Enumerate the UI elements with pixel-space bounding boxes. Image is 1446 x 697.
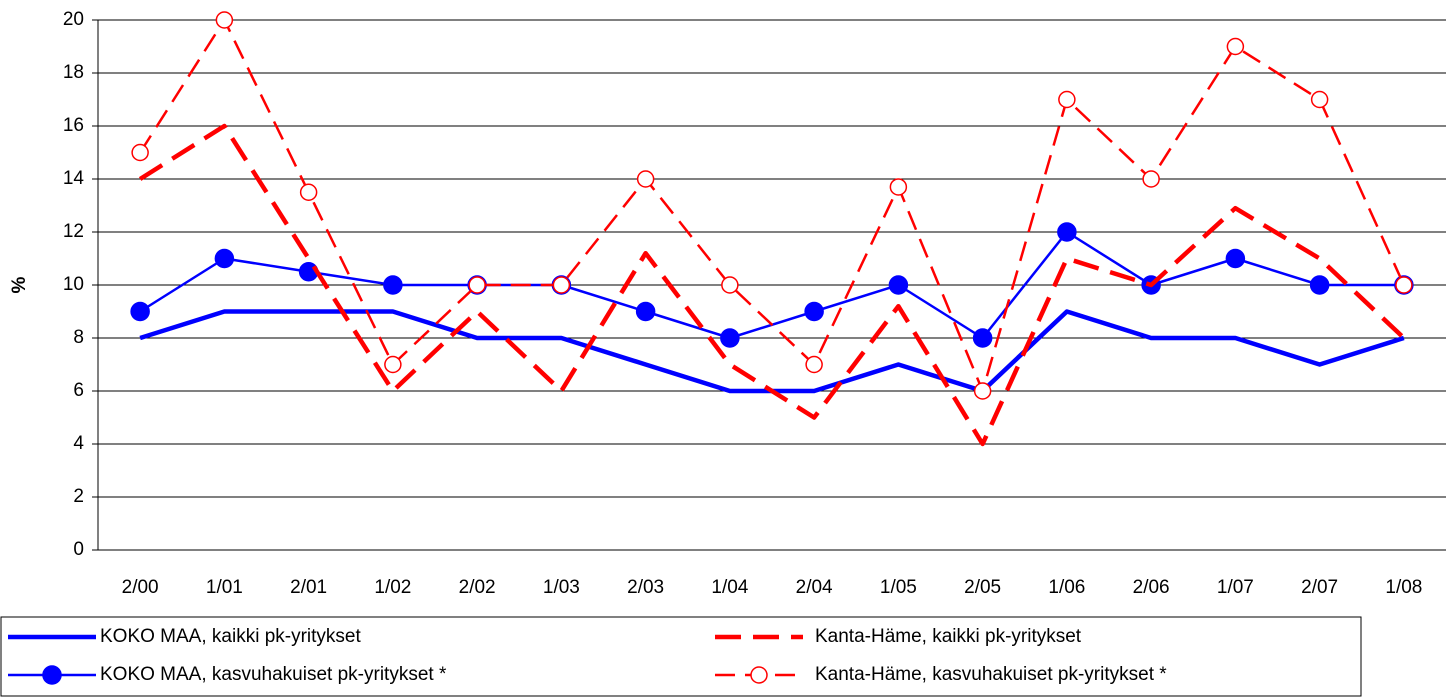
marker [888, 275, 909, 295]
y-tick-label: 4 [73, 433, 84, 454]
x-tick-label: 2/04 [796, 577, 833, 598]
marker [1057, 222, 1077, 242]
x-tick-label: 2/07 [1301, 577, 1338, 598]
marker [973, 382, 992, 400]
y-tick-label: 0 [73, 539, 84, 560]
x-tick-label: 2/02 [459, 577, 496, 598]
marker [299, 183, 318, 201]
x-tick-label: 1/02 [374, 577, 411, 598]
legend-label: KOKO MAA, kaikki pk-yritykset [100, 626, 361, 647]
x-tick-label: 2/01 [290, 577, 327, 598]
marker [1142, 170, 1160, 188]
marker [131, 143, 149, 162]
x-tick-label: 1/04 [711, 577, 748, 598]
x-tick-label: 1/08 [1385, 577, 1422, 598]
marker [635, 301, 656, 322]
marker [720, 328, 740, 348]
marker [804, 301, 824, 322]
y-tick-label: 8 [73, 327, 84, 348]
legend [0, 616, 1362, 697]
marker [1225, 248, 1246, 269]
y-tick-label: 10 [63, 274, 84, 295]
marker [130, 301, 150, 322]
x-tick-label: 2/03 [627, 577, 664, 598]
y-axis-label: % [9, 276, 30, 293]
marker [972, 328, 993, 348]
line [138, 123, 1406, 447]
y-tick-label: 12 [63, 221, 84, 242]
line [139, 18, 1406, 393]
legend-marker [750, 666, 768, 684]
marker [215, 11, 234, 29]
y-tick-label: 16 [63, 115, 84, 136]
marker [889, 178, 908, 196]
marker [805, 355, 823, 374]
x-tick-label: 1/07 [1217, 577, 1254, 598]
y-tick-label: 18 [63, 62, 84, 83]
marker [383, 275, 403, 295]
y-tick-label: 20 [63, 9, 84, 30]
marker [552, 276, 571, 294]
marker [1058, 90, 1076, 109]
x-tick-label: 1/03 [543, 577, 580, 598]
marker [1226, 37, 1245, 56]
x-tick-label: 1/01 [206, 577, 243, 598]
legend-label: KOKO MAA, kasvuhakuiset pk-yritykset * [100, 664, 447, 685]
marker [1395, 276, 1413, 294]
marker [468, 276, 486, 294]
x-tick-label: 1/06 [1048, 577, 1085, 598]
marker [214, 248, 235, 269]
marker [1309, 275, 1330, 295]
legend-label: Kanta-Häme, kasvuhakuiset pk-yritykset * [815, 664, 1167, 685]
marker [384, 355, 402, 374]
marker [721, 276, 739, 294]
legend-label: Kanta-Häme, kaikki pk-yritykset [815, 626, 1082, 647]
marker [1310, 90, 1329, 109]
x-tick-label: 2/06 [1133, 577, 1170, 598]
y-tick-label: 6 [73, 380, 84, 401]
y-tick-label: 2 [73, 486, 84, 507]
x-tick-label: 2/05 [964, 577, 1001, 598]
legend-marker [42, 665, 62, 685]
x-tick-label: 2/00 [122, 577, 159, 598]
marker [636, 170, 655, 188]
y-tick-label: 14 [63, 168, 85, 189]
x-tick-label: 1/05 [880, 577, 917, 598]
